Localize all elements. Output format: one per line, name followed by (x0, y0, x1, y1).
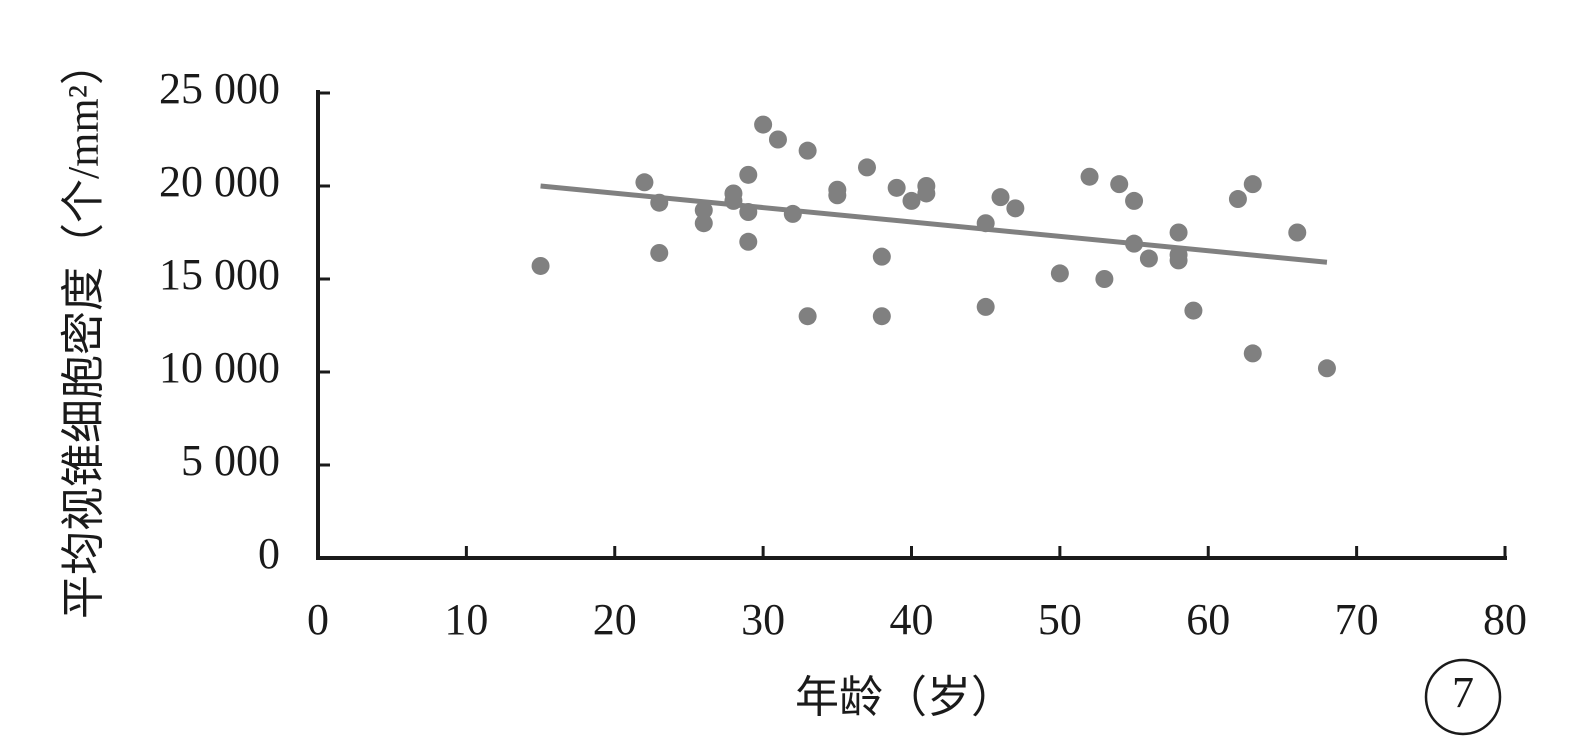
point (739, 232, 758, 251)
point (1243, 175, 1262, 194)
point (531, 256, 550, 275)
point (991, 188, 1010, 207)
y-tick-label: 25 000 (159, 64, 280, 113)
point (1243, 344, 1262, 363)
point (694, 201, 713, 220)
point (783, 204, 802, 223)
point (902, 191, 921, 210)
point (887, 178, 906, 197)
point (1050, 264, 1069, 283)
point (650, 193, 669, 212)
point (1317, 359, 1336, 378)
point (768, 130, 787, 149)
x-tick-label: 30 (741, 595, 785, 644)
point (1110, 175, 1129, 194)
point (635, 173, 654, 192)
x-tick-label: 10 (444, 595, 488, 644)
x-tick-label: 0 (307, 595, 329, 644)
point (1095, 270, 1114, 288)
y-tick-label: 15 000 (159, 250, 280, 299)
point (1288, 223, 1307, 242)
point (857, 158, 876, 177)
point (1228, 190, 1247, 209)
point (976, 214, 995, 233)
x-tick-label: 70 (1335, 595, 1379, 644)
y-tick-label: 0 (258, 529, 280, 578)
badge-circle (1424, 658, 1502, 736)
badge: 7 (1452, 668, 1474, 717)
point (872, 247, 891, 266)
point (1125, 191, 1144, 210)
point (1184, 301, 1203, 320)
point (1125, 234, 1144, 253)
point (1139, 249, 1158, 268)
x-tick-label: 60 (1186, 595, 1230, 644)
point (798, 307, 817, 326)
x-tick-label: 80 (1483, 595, 1527, 644)
x-axis-label: 年龄（岁） (795, 673, 1015, 722)
point (694, 214, 713, 233)
point (724, 191, 743, 210)
point (739, 203, 758, 222)
x-tick-label: 40 (890, 595, 934, 644)
point (1169, 223, 1188, 242)
y-tick-label: 10 000 (159, 343, 280, 392)
y-tick-label: 20 000 (159, 157, 280, 206)
x-tick-label: 20 (593, 595, 637, 644)
point (1080, 167, 1099, 186)
point (976, 297, 995, 316)
point (828, 186, 847, 205)
y-axis-label: 平均视锥细胞密度（个/mm²） (59, 41, 108, 619)
point (872, 307, 891, 326)
point (798, 141, 817, 160)
point (1169, 251, 1188, 270)
point (1006, 199, 1025, 218)
point (650, 243, 669, 262)
point (917, 184, 936, 203)
point (739, 165, 758, 184)
y-tick-label: 5 000 (181, 436, 280, 485)
x-tick-label: 50 (1038, 595, 1082, 644)
trendline (540, 183, 1328, 265)
point (754, 115, 773, 134)
